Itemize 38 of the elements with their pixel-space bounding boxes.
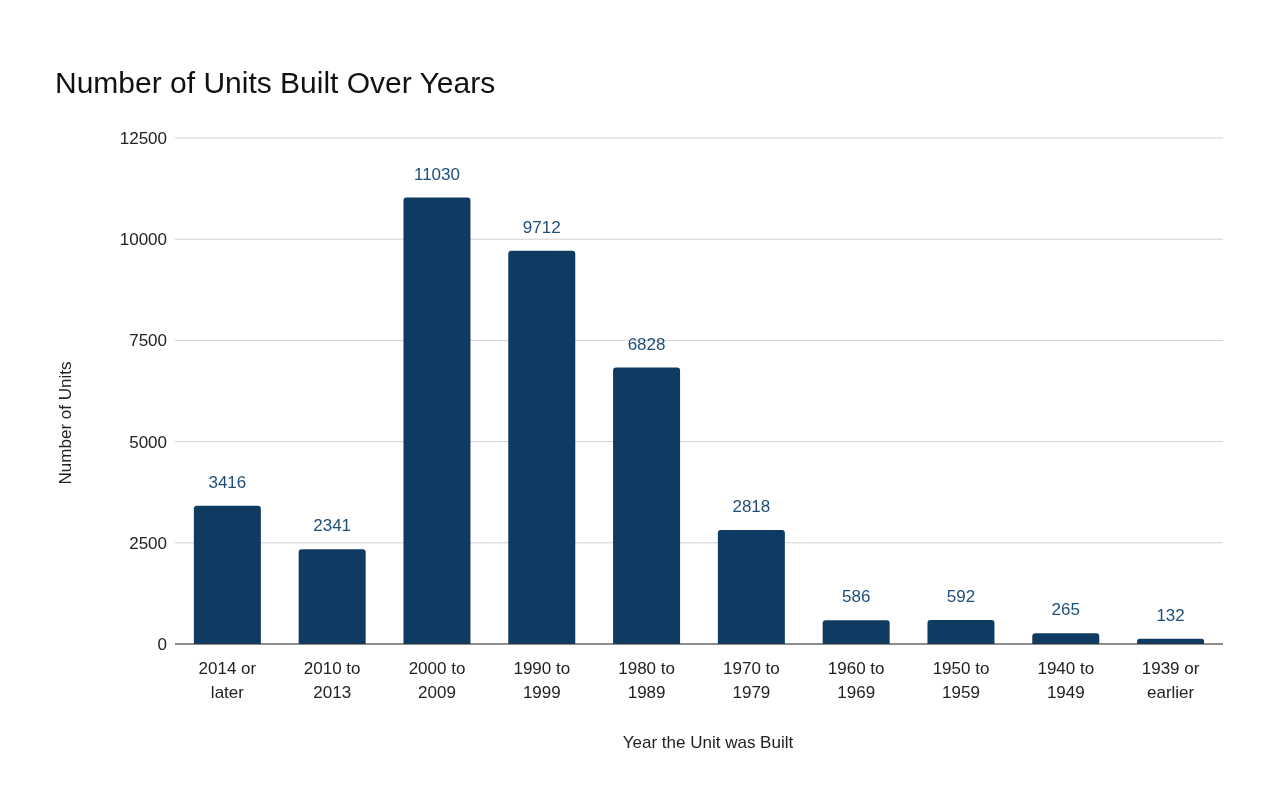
data-label: 586	[841, 587, 871, 607]
bar	[193, 505, 261, 644]
data-label: 11030	[413, 164, 460, 184]
x-tick-label: 1940 to 1949	[1037, 659, 1095, 702]
x-tick-label: 1990 to 1999	[513, 659, 571, 702]
bar	[822, 620, 890, 644]
bar	[1032, 633, 1100, 644]
data-label: 6828	[627, 334, 666, 354]
chart-title: Number of Units Built Over Years	[55, 66, 496, 100]
x-tick-label: 2000 to 2009	[408, 659, 466, 702]
data-label: 265	[1051, 600, 1080, 620]
bar	[403, 197, 471, 644]
data-label: 592	[946, 587, 976, 607]
x-tick-label: 1970 to 1979	[723, 659, 780, 702]
x-tick-label: 2010 to 2013	[303, 659, 361, 702]
x-tick-label: 1939 or earlier	[1141, 659, 1200, 702]
data-label: 9712	[522, 217, 561, 237]
data-label: 132	[1156, 605, 1185, 625]
x-tick-label: 2014 or later	[198, 659, 257, 702]
y-tick-label: 10000	[119, 230, 167, 250]
bar	[508, 250, 576, 644]
data-label: 2341	[313, 516, 352, 536]
bar	[717, 529, 785, 644]
x-tick-label: 1980 to 1989	[618, 659, 675, 702]
y-tick-label: 12500	[119, 129, 167, 149]
x-tick-label: 1950 to 1959	[932, 659, 990, 702]
data-label: 2818	[732, 496, 771, 516]
y-tick-label: 2500	[129, 533, 167, 553]
x-tick-label: 1960 to 1969	[827, 659, 885, 702]
y-tick-label: 0	[157, 635, 167, 655]
data-label: 3416	[208, 472, 247, 492]
y-tick-label: 5000	[129, 432, 167, 452]
bar	[927, 620, 995, 644]
y-tick-label: 7500	[129, 331, 167, 351]
x-axis-title: Year the Unit was Built	[621, 733, 795, 753]
y-axis-title: Number of Units	[56, 361, 76, 485]
bar	[298, 549, 366, 644]
bar	[613, 367, 681, 644]
